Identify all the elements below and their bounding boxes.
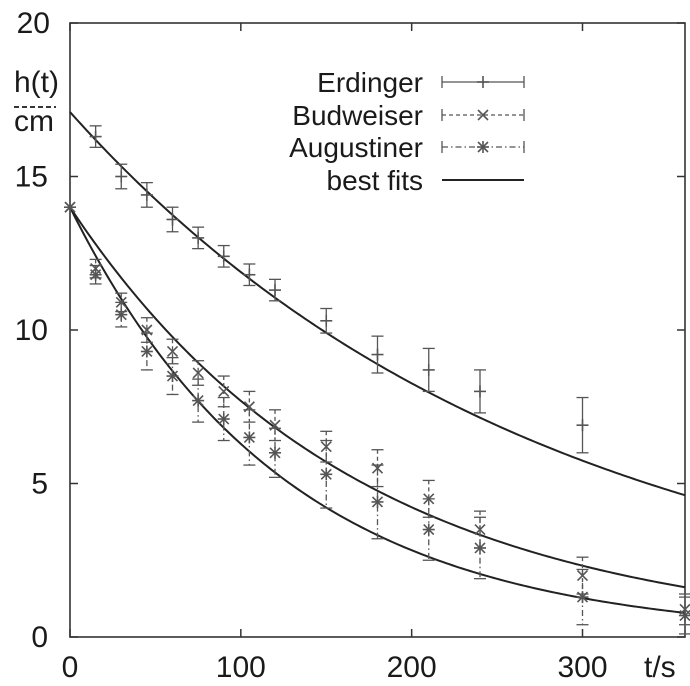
marker-stroke (477, 109, 489, 121)
erdinger-point (320, 307, 333, 334)
erdinger-point (371, 335, 384, 374)
augustiner-point (269, 427, 281, 479)
marker-stroke (166, 345, 179, 358)
erdinger-point (89, 125, 102, 148)
erdinger-point (576, 396, 589, 454)
augustiner-point (679, 596, 690, 635)
x-tick-label: 300 (557, 651, 607, 684)
legend-entry-budweiser: Budweiser (292, 100, 525, 131)
erdinger-point (217, 244, 230, 268)
augustiner-point (89, 264, 102, 285)
augustiner-point (217, 396, 230, 442)
budweiser-point (243, 390, 256, 423)
legend-marker (477, 76, 489, 88)
marker-stroke (576, 570, 589, 582)
axis-ticks: 0 100 200 300 0 5 10 15 20 (15, 7, 685, 684)
y-tick-label: 10 (15, 314, 48, 347)
legend-entry-erdinger: Erdinger (317, 67, 525, 98)
erdinger-point (422, 347, 435, 393)
legend-entry-best-fits: best fits (327, 165, 524, 196)
marker-stroke (474, 523, 486, 536)
erdinger-point (140, 181, 153, 208)
augustiner-point (166, 356, 179, 396)
augustiner-point (371, 464, 384, 540)
legend-marker (477, 109, 489, 121)
y-tick-label: 20 (17, 7, 50, 40)
series-marks (64, 125, 690, 635)
y-axis-label-numerator: h(t) (14, 66, 59, 99)
y-axis-label: h(t) cm (14, 66, 59, 138)
erdinger-point (474, 369, 486, 414)
best-fit-curve (69, 206, 686, 614)
legend-label: Erdinger (317, 67, 423, 98)
marker-stroke (192, 367, 204, 379)
legend-marker (477, 141, 489, 153)
budweiser-point (166, 338, 179, 365)
y-tick-label: 0 (31, 621, 48, 654)
erdinger-point (192, 226, 205, 250)
budweiser-point (320, 430, 333, 463)
y-axis-label-denominator: cm (14, 105, 54, 138)
marker-stroke (320, 441, 332, 453)
budweiser-point (217, 375, 230, 408)
legend-entry-augustiner: Augustiner (289, 132, 525, 163)
legend-label: Augustiner (289, 132, 423, 163)
x-tick-label: 100 (216, 651, 266, 684)
marker-stroke (218, 385, 230, 397)
augustiner-point (576, 568, 589, 626)
budweiser-point (192, 360, 205, 386)
augustiner-point (140, 332, 153, 371)
y-tick-label: 15 (15, 161, 48, 194)
augustiner-point (64, 201, 76, 214)
legend-label: best fits (327, 165, 423, 196)
y-tick-label: 5 (31, 468, 48, 501)
augustiner-point (243, 409, 256, 466)
augustiner-point (422, 498, 435, 561)
budweiser-point (269, 409, 281, 442)
erdinger-point (269, 278, 281, 302)
x-axis-label: t/s (644, 651, 676, 684)
erdinger-point (243, 263, 256, 287)
legend-label: Budweiser (292, 100, 423, 131)
augustiner-point (115, 301, 128, 328)
x-tick-label: 200 (387, 651, 437, 684)
augustiner-point (320, 439, 333, 509)
augustiner-point (474, 516, 486, 580)
erdinger-point (115, 163, 128, 190)
erdinger-point (166, 206, 179, 233)
x-tick-label: 0 (62, 651, 79, 684)
best-fit-curve (69, 206, 686, 589)
augustiner-point (192, 378, 205, 423)
